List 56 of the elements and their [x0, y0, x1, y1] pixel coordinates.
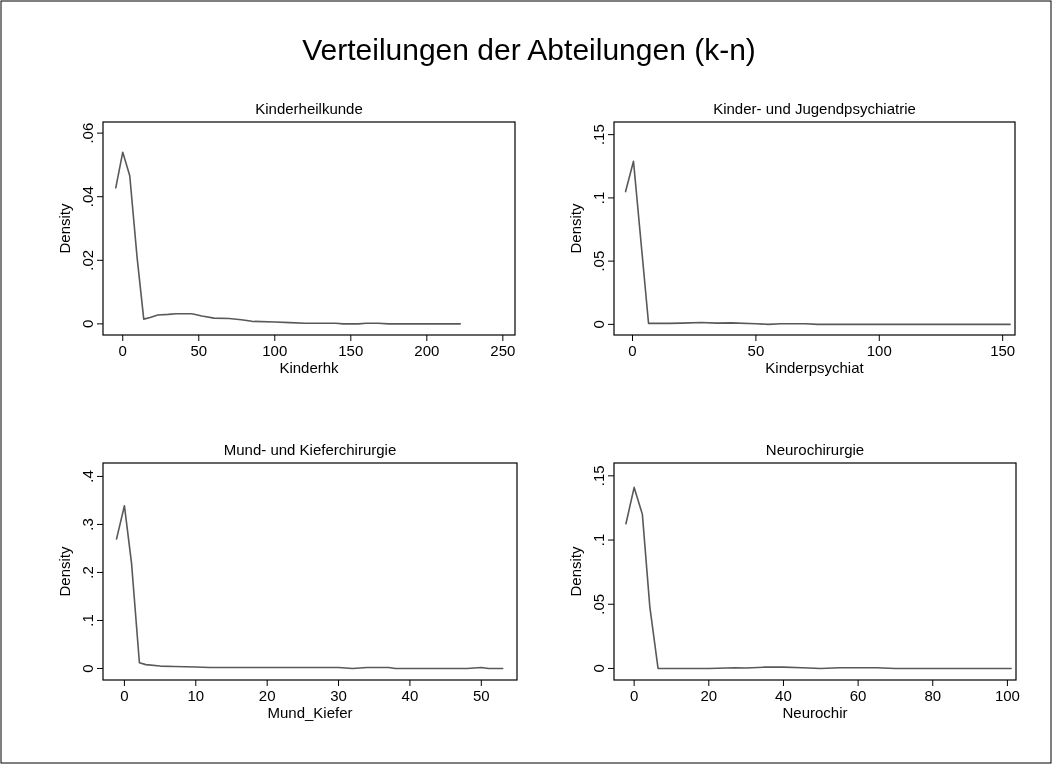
- x-tick-label: 250: [490, 342, 516, 359]
- x-tick-label: 0: [629, 687, 639, 704]
- x-tick-label: 50: [472, 687, 490, 704]
- text: Verteilungen der Abteilungen (k-n): [302, 33, 756, 66]
- y-tick-label: .15: [590, 124, 607, 146]
- y-tick-label: .05: [590, 593, 607, 615]
- x-tick-label: 80: [924, 687, 942, 704]
- x-tick-label: 30: [330, 687, 347, 704]
- x-tick-label: 50: [190, 342, 208, 359]
- y-tick-label: .4: [79, 470, 96, 483]
- y-tick-label: .04: [79, 186, 96, 208]
- y-tick-label: .06: [79, 122, 96, 144]
- x-tick-label: 20: [258, 687, 276, 704]
- y-axis-title: Density: [56, 203, 73, 254]
- x-tick-label: 0: [120, 687, 129, 704]
- y-tick-label: .1: [590, 533, 607, 547]
- y-tick-label: 0: [79, 319, 96, 329]
- y-tick-label: .1: [590, 191, 607, 205]
- y-tick-label: 0: [590, 320, 607, 329]
- x-tick-label: 50: [747, 342, 765, 359]
- y-tick-label: .15: [590, 465, 607, 487]
- chart-title: Kinder- und Jugendpsychiatrie: [713, 100, 916, 117]
- line-series: [115, 504, 504, 670]
- x-tick-label: 0: [118, 342, 127, 359]
- x-axis-title: Mund_Kiefer: [267, 704, 353, 721]
- x-axis-title: Kinderpsychiat: [765, 359, 865, 376]
- chart-title: Neurochirurgie: [765, 441, 865, 458]
- y-tick-label: .05: [590, 250, 607, 272]
- x-tick-label: 100: [262, 342, 288, 359]
- y-tick-label: 0: [79, 664, 96, 673]
- chart-title: Mund- und Kieferchirurgie: [223, 441, 397, 458]
- x-tick-label: 40: [775, 687, 792, 704]
- x-tick-label: 10: [187, 687, 205, 704]
- chart-title: Kinderheilkunde: [255, 100, 363, 117]
- x-tick-label: 150: [990, 342, 1016, 359]
- y-axis-title: Density: [567, 546, 584, 597]
- x-tick-label: 40: [401, 687, 419, 704]
- y-axis-title: Density: [567, 203, 584, 254]
- x-tick-label: 150: [338, 342, 364, 359]
- x-tick-label: 100: [994, 687, 1020, 704]
- x-tick-label: 60: [849, 687, 867, 704]
- line-series: [624, 160, 1011, 326]
- x-tick-label: 200: [414, 342, 440, 359]
- line-series: [625, 486, 1012, 670]
- x-axis-title: Kinderhk: [279, 359, 340, 376]
- y-axis-title: Density: [56, 546, 73, 597]
- x-tick-label: 100: [866, 342, 892, 359]
- y-tick-label: .1: [79, 614, 96, 627]
- x-tick-label: 20: [700, 687, 718, 704]
- x-axis-title: Neurochir: [782, 704, 848, 721]
- line-series: [114, 151, 462, 325]
- x-tick-label: 0: [628, 342, 637, 359]
- y-tick-label: .02: [79, 249, 96, 271]
- y-tick-label: .3: [79, 518, 96, 531]
- y-tick-label: 0: [590, 664, 607, 673]
- y-tick-label: .2: [79, 566, 96, 579]
